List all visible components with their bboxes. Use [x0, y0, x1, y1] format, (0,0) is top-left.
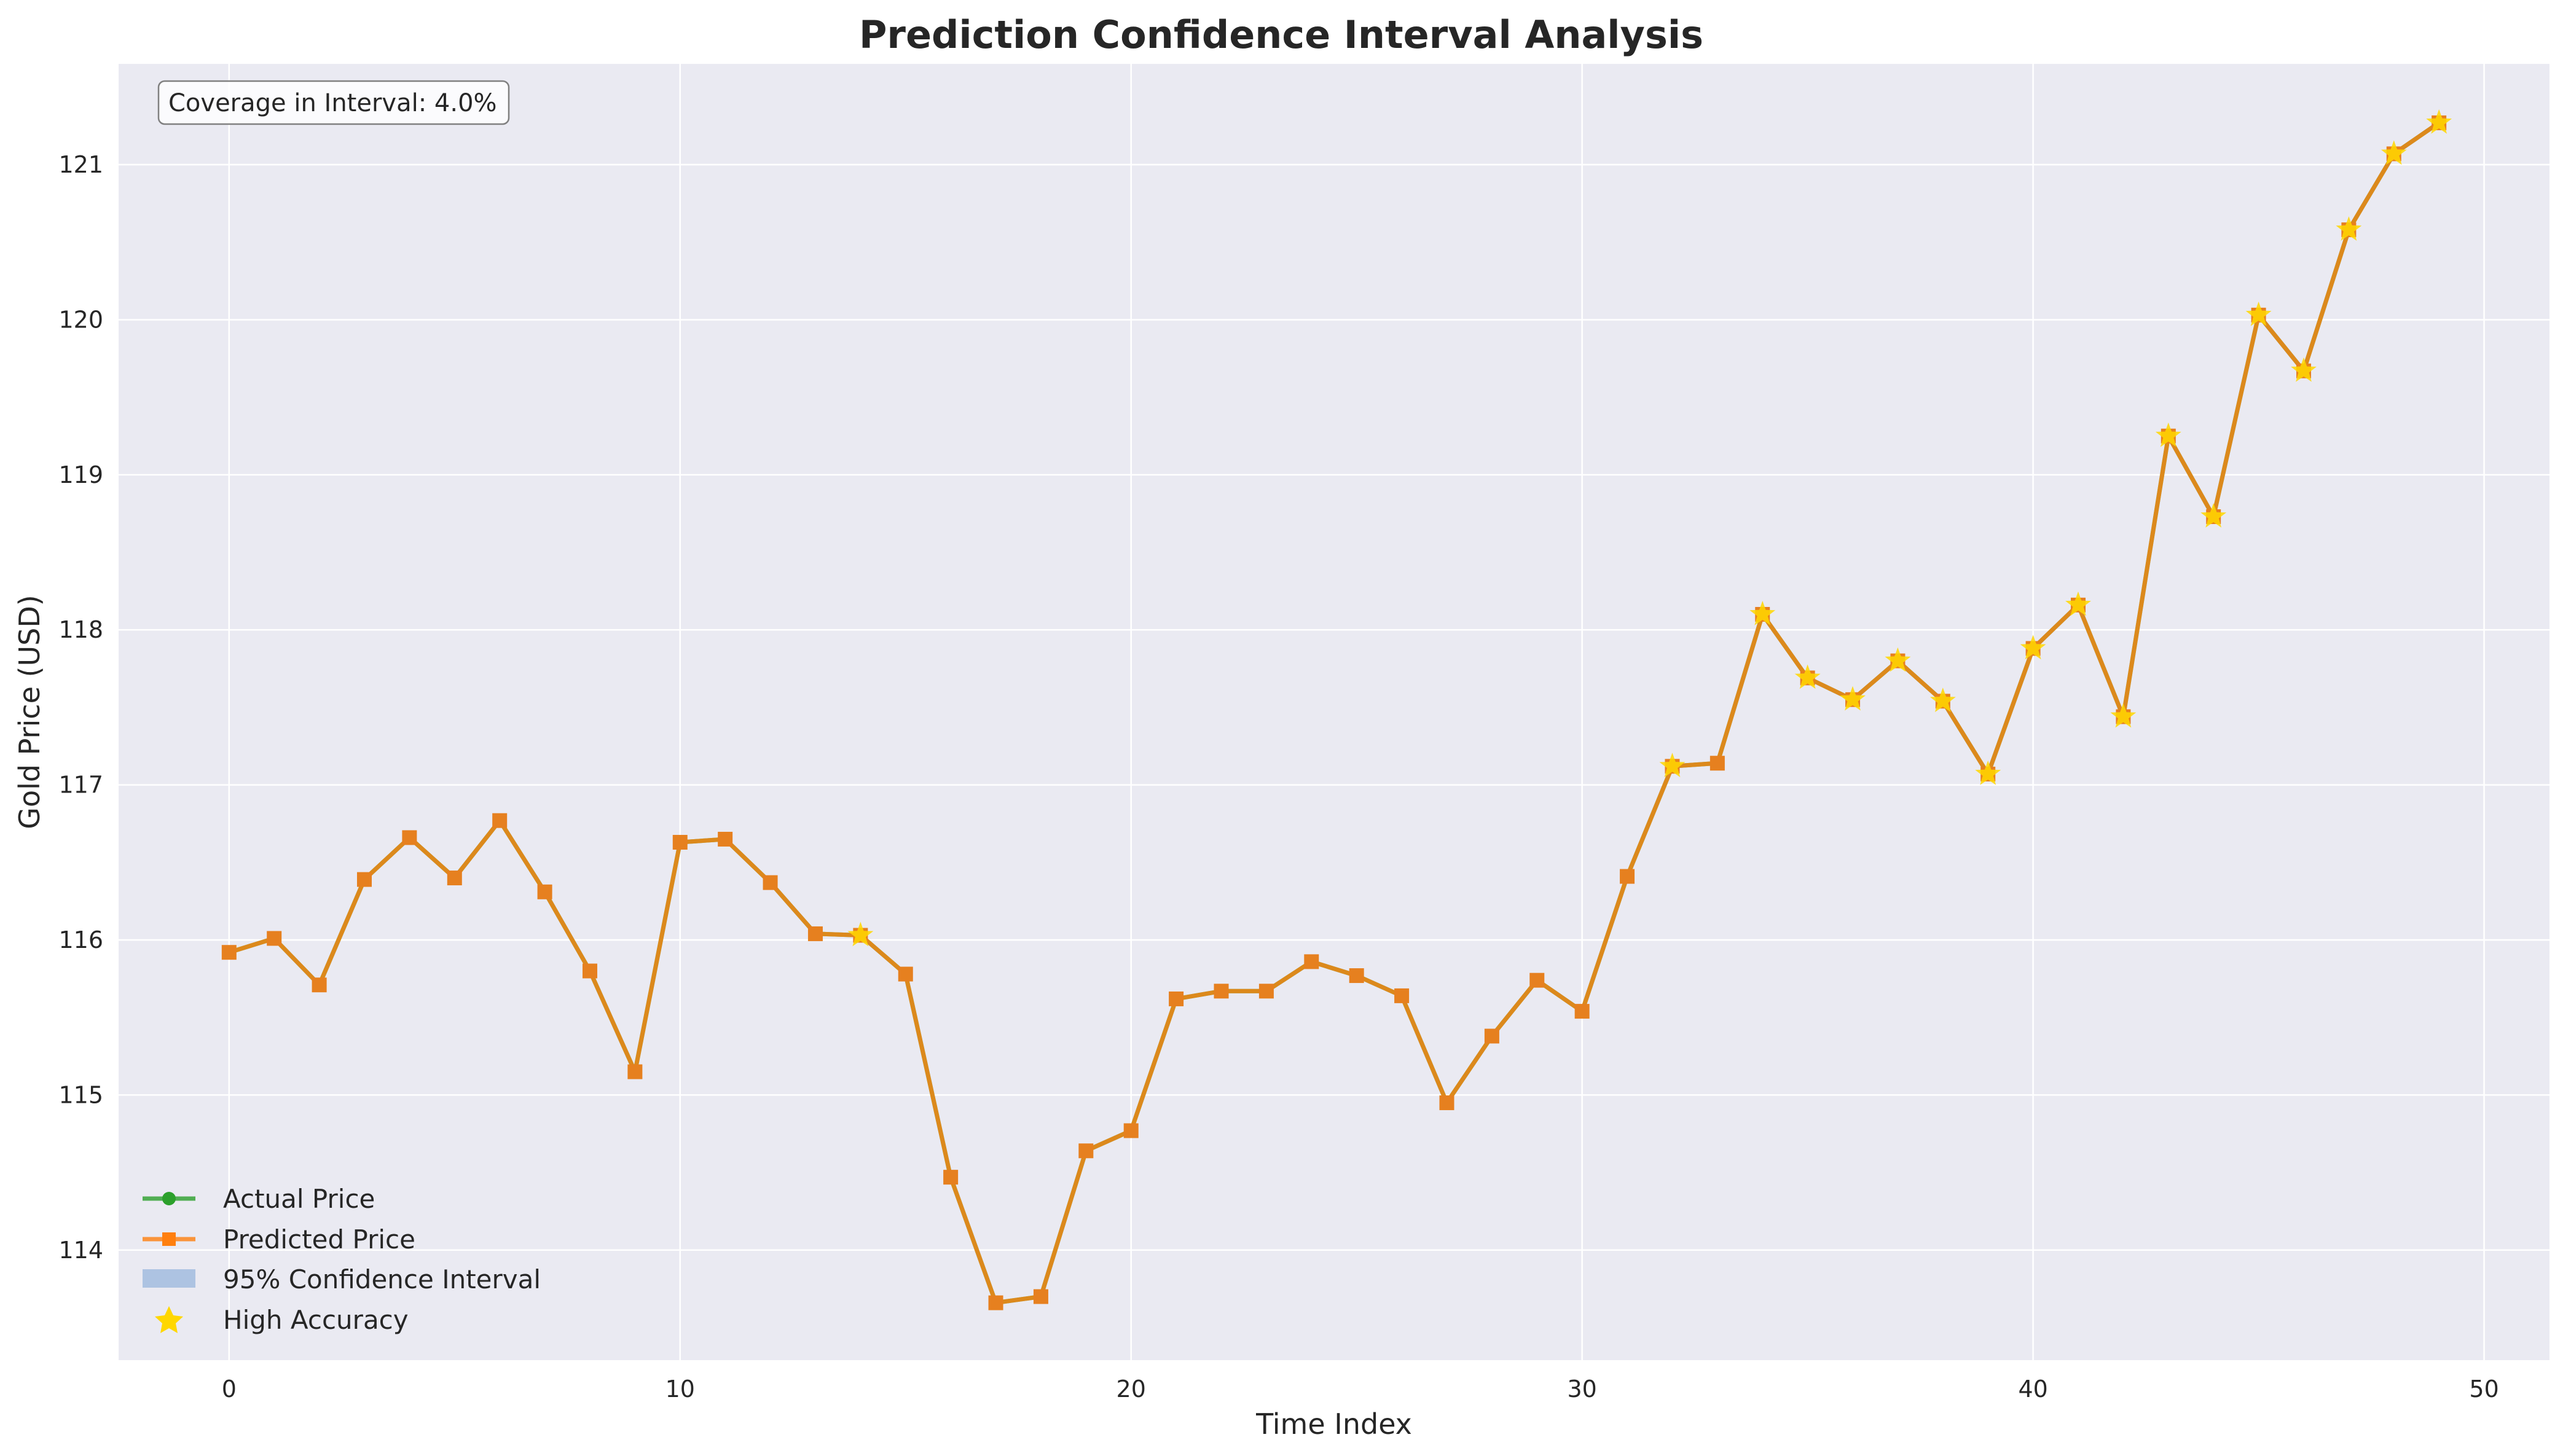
y-tick-label: 119 — [58, 461, 103, 488]
grid-layer — [119, 64, 2549, 1360]
predicted-point — [672, 835, 688, 850]
series-line-predicted — [228, 121, 2441, 1305]
predicted-point — [943, 1170, 959, 1185]
high-accuracy-star — [2245, 301, 2272, 326]
legend-predicted-label: Predicted Price — [223, 1224, 415, 1254]
legend-confidence-label: 95% Confidence Interval — [223, 1264, 541, 1294]
predicted-point — [807, 926, 823, 941]
x-tick-label: 30 — [1567, 1376, 1596, 1403]
predicted-point — [1394, 988, 1410, 1003]
legend-high-accuracy-star — [155, 1306, 183, 1333]
x-axis-ticks: 0 10 20 30 40 50 — [222, 1376, 2499, 1403]
predicted-point — [1033, 1289, 1048, 1304]
predicted-point — [718, 831, 733, 847]
high-accuracy-star — [1794, 664, 1821, 689]
legend-confidence-swatch — [143, 1269, 195, 1288]
high-accuracy-star — [1975, 761, 2001, 785]
legend-item-confidence: 95% Confidence Interval — [143, 1264, 541, 1294]
predicted-point — [1123, 1123, 1139, 1138]
legend-actual-label: Actual Price — [223, 1184, 375, 1214]
high-accuracy-star — [2155, 422, 2181, 447]
predicted-point — [988, 1295, 1003, 1310]
predicted-point — [1214, 984, 1229, 999]
chart-title: Prediction Confidence Interval Analysis — [859, 12, 1703, 57]
legend: Actual Price Predicted Price 95% Confide… — [143, 1184, 541, 1335]
plot-area — [119, 64, 2549, 1360]
predicted-point — [1169, 991, 1184, 1006]
predicted-point — [492, 813, 508, 828]
high-accuracy-star — [2110, 703, 2137, 728]
x-tick-label: 40 — [2018, 1376, 2047, 1403]
x-tick-label: 20 — [1117, 1376, 1146, 1403]
predicted-point — [1620, 869, 1635, 884]
predicted-point — [898, 966, 913, 982]
coverage-annotation: Coverage in Interval: 4.0% — [157, 80, 510, 125]
high-accuracy-star — [2380, 140, 2407, 165]
legend-item-predicted: Predicted Price — [143, 1224, 415, 1254]
high-accuracy-star — [847, 922, 874, 947]
high-accuracy-star — [2200, 503, 2227, 528]
y-tick-label: 117 — [58, 772, 103, 799]
legend-item-high-accuracy: High Accuracy — [155, 1305, 409, 1335]
x-tick-label: 50 — [2469, 1376, 2498, 1403]
high-accuracy-star — [1749, 601, 1776, 625]
predicted-point — [627, 1064, 643, 1079]
predicted-point — [357, 872, 372, 887]
predicted-point — [267, 931, 282, 946]
predicted-point — [1258, 984, 1274, 999]
predicted-point — [763, 875, 778, 890]
predicted-point — [1574, 1004, 1590, 1019]
predicted-point — [1484, 1028, 1499, 1044]
high-accuracy-star — [2020, 635, 2046, 660]
high-accuracy-layer — [847, 109, 2452, 947]
x-tick-label: 0 — [222, 1376, 237, 1403]
predicted-point — [1304, 954, 1319, 969]
predicted-point — [447, 871, 462, 886]
legend-item-actual: Actual Price — [143, 1184, 375, 1214]
predicted-point — [1709, 756, 1725, 771]
predicted-point — [1349, 968, 1364, 984]
y-tick-label: 120 — [58, 306, 103, 333]
series-layer — [228, 121, 2441, 1305]
high-accuracy-star — [1929, 687, 1956, 713]
x-axis-label: Time Index — [1255, 1407, 1412, 1441]
predicted-point — [402, 830, 417, 845]
predicted-point — [1439, 1095, 1454, 1111]
high-accuracy-star — [1659, 753, 1686, 778]
high-accuracy-star — [1885, 647, 1911, 672]
predicted-point — [537, 884, 552, 899]
legend-high-accuracy-label: High Accuracy — [223, 1305, 409, 1335]
coverage-annotation-text: Coverage in Interval: 4.0% — [168, 89, 497, 117]
x-tick-label: 10 — [665, 1376, 695, 1403]
legend-actual-marker — [162, 1192, 176, 1205]
y-tick-label: 116 — [58, 926, 103, 953]
y-axis-label: Gold Price (USD) — [13, 595, 46, 829]
predicted-point — [1529, 973, 1545, 988]
predicted-point — [582, 963, 597, 979]
high-accuracy-star — [1840, 686, 1866, 711]
y-axis-ticks: 114 115 116 117 118 119 120 121 — [58, 151, 103, 1264]
high-accuracy-star — [2336, 216, 2362, 241]
high-accuracy-star — [2291, 357, 2317, 382]
y-tick-label: 118 — [58, 616, 103, 643]
predicted-point — [221, 945, 237, 960]
y-tick-label: 114 — [58, 1237, 103, 1264]
high-accuracy-star — [2426, 109, 2452, 134]
y-tick-label: 115 — [58, 1081, 103, 1108]
predicted-point — [312, 977, 327, 993]
coverage-annotation-box — [157, 80, 510, 125]
legend-predicted-marker — [162, 1232, 176, 1246]
y-tick-label: 121 — [58, 151, 103, 178]
high-accuracy-star — [2065, 591, 2091, 616]
predicted-point — [1078, 1143, 1094, 1159]
